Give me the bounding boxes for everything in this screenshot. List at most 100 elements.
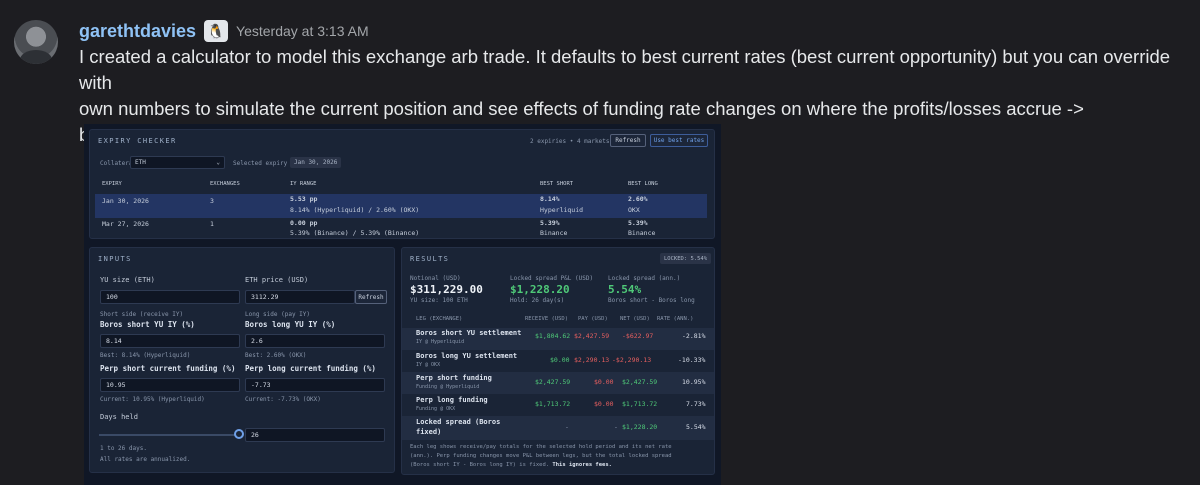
leg-name: Locked spread (Boros [416,418,501,426]
message-line-1: I created a calculator to model this exc… [79,46,1171,93]
leg-net: -$622.97 [622,332,654,340]
chevron-down-icon: ⌄ [216,159,220,166]
expiry-checker-panel: EXPIRY CHECKER 2 expiries • 4 markets Re… [89,129,715,239]
col-header-rate: RATE (ANN.) [657,316,694,322]
expiry-row-1-range-sub: 8.14% (Hyperliquid) / 2.60% (OKX) [290,206,420,214]
long-best-note: Best: 2.60% (OKX) [245,352,307,359]
expiry-row-1-short-sub: Hyperliquid [540,206,584,214]
perp-short-input[interactable]: 10.95 [100,378,240,392]
table-row [402,372,714,394]
leg-pay: $2,290.13 [574,356,610,364]
footnote-line-3: (Boros short IY - Boros long IY) is fixe… [410,462,612,468]
annualized-note: All rates are annualized. [100,456,191,463]
pnl-value: $1,228.20 [510,283,570,296]
selected-expiry-label: Selected expiry [233,160,288,167]
col-header-leg: LEG (EXCHANGE) [416,316,463,322]
penguin-badge-icon: 🐧 [204,20,229,42]
message-timestamp: Yesterday at 3:13 AM [236,23,369,39]
expiry-row-1-long-sub: OKX [628,206,640,214]
expiry-row-1-exchanges: 3 [210,197,214,205]
expiry-row-selected[interactable] [95,194,707,218]
leg-name: Perp long funding [416,396,488,404]
results-title: RESULTS [410,255,450,263]
leg-receive: $2,427.59 [535,378,571,386]
leg-receive: $1,804.62 [535,332,571,340]
perp-long-label: Perp long current funding (%) [245,364,376,373]
col-header-receive: RECEIVE (USD) [525,316,569,322]
eth-price-input[interactable]: 3112.29 [245,290,355,304]
ann-label: Locked spread (ann.) [608,275,681,282]
days-held-input[interactable]: 26 [245,428,385,442]
leg-pay: $0.00 [594,378,614,386]
leg-pay: $0.00 [594,400,614,408]
days-range-note: 1 to 26 days. [100,445,147,452]
leg-rate: -10.33% [678,356,706,364]
eth-price-refresh-button[interactable]: Refresh [355,290,387,304]
results-panel: RESULTS LOCKED: 5.54% Notional (USD) $31… [401,247,715,475]
expiry-checker-title: EXPIRY CHECKER [98,137,177,145]
leg-name: Boros long YU settlement [416,352,518,360]
pnl-label: Locked spread P&L (USD) [510,275,594,282]
expiry-row-1-expiry: Jan 30, 2026 [102,197,149,205]
screenshot-attachment[interactable]: EXPIRY CHECKER 2 expiries • 4 markets Re… [84,124,721,485]
leg-rate: 10.95% [682,378,706,386]
yu-size-input[interactable]: 100 [100,290,240,304]
user-avatar[interactable] [14,20,58,64]
expiry-refresh-button[interactable]: Refresh [610,134,646,147]
perp-long-input[interactable]: -7.73 [245,378,385,392]
col-header-iy-range: IY RANGE [290,181,317,187]
leg-name-cont: fixed) [416,428,442,436]
col-header-best-long: BEST LONG [628,181,658,187]
col-header-net: NET (USD) [620,316,650,322]
leg-sub: Funding @ OKX [416,406,456,412]
table-row [402,416,714,440]
inputs-title: INPUTS [98,255,132,263]
yu-size-label: YU size (ETH) [100,276,155,284]
leg-net: $1,713.72 [622,400,658,408]
leg-rate: 5.54% [686,423,706,431]
footnote-text: (Boros short IY - Boros long IY) is fixe… [410,462,550,468]
leg-receive: - [565,423,569,431]
leg-rate: -2.81% [682,332,706,340]
days-held-slider-track[interactable] [99,434,239,436]
col-header-exchanges: EXCHANGES [210,181,240,187]
username[interactable]: garethtdavies [79,20,197,41]
notional-value: $311,229.00 [410,283,483,296]
collateral-value: ETH [135,159,146,166]
expiry-row-2-exchanges: 1 [210,220,214,228]
leg-pay: - [614,423,618,431]
notional-label: Notional (USD) [410,275,461,282]
perp-short-label: Perp short current funding (%) [100,364,236,373]
locked-badge: LOCKED: 5.54% [660,253,712,264]
days-held-slider-handle[interactable] [234,429,244,439]
long-side-label: Long side (pay IY) [245,311,311,318]
days-held-label: Days held [100,413,138,421]
use-best-rates-button[interactable]: Use best rates [650,134,708,147]
expiry-row-1-range: 5.53 pp [290,195,318,203]
expiry-row-1-short: 8.14% [540,195,560,203]
collateral-select[interactable]: ETH ⌄ [130,156,225,169]
perp-long-current: Current: -7.73% (OKX) [245,396,321,403]
leg-receive: $0.00 [550,356,570,364]
leg-receive: $1,713.72 [535,400,571,408]
notional-sub: YU size: 100 ETH [410,297,468,304]
eth-price-label: ETH price (USD) [245,276,309,284]
collateral-label: Collateral [100,160,137,167]
expiry-row-2-expiry[interactable]: Mar 27, 2026 [102,220,149,228]
leg-rate: 7.73% [686,400,706,408]
col-header-expiry: EXPIRY [102,181,122,187]
selected-expiry-pill: Jan 30, 2026 [290,157,342,168]
expiry-row-2-short: 5.39% [540,219,560,227]
col-header-pay: PAY (USD) [578,316,608,322]
footnote-line-2: (ann.). Perp funding changes move P&L be… [410,453,672,459]
short-side-label: Short side (receive IY) [100,311,184,318]
leg-name: Perp short funding [416,374,492,382]
expiry-row-2-range: 0.00 pp [290,219,318,227]
message-header: garethtdavies 🐧 Yesterday at 3:13 AM [79,18,369,44]
short-iy-input[interactable]: 8.14 [100,334,240,348]
leg-sub: IY @ Hyperliquid [416,339,465,345]
leg-pay: $2,427.59 [574,332,610,340]
leg-net: -$2,290.13 [612,356,652,364]
long-iy-label: Boros long YU IY (%) [245,320,336,329]
long-iy-input[interactable]: 2.6 [245,334,385,348]
